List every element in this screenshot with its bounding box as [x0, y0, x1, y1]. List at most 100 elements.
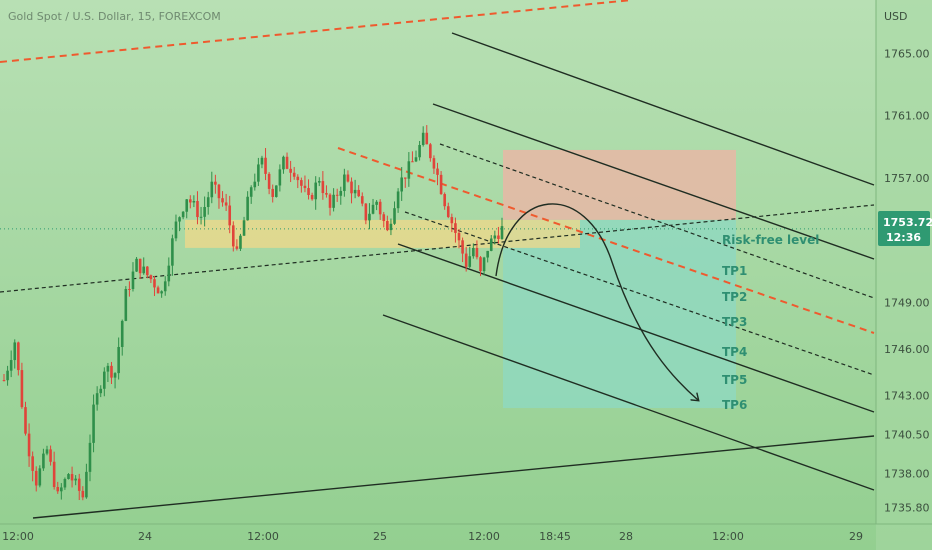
candle: [375, 200, 378, 211]
candle: [203, 196, 206, 227]
candle: [128, 281, 131, 297]
candle: [42, 448, 45, 471]
candle: [49, 445, 52, 466]
currency-label: USD: [884, 10, 908, 23]
candle: [414, 150, 418, 163]
y-tick-label: 1738.00: [884, 467, 930, 480]
candle: [307, 179, 310, 200]
tp2-label: TP2: [722, 290, 747, 304]
channel-median-orange: [337, 147, 875, 334]
candle: [303, 175, 307, 193]
candle: [63, 477, 67, 490]
candle: [38, 465, 42, 488]
candle: [314, 176, 317, 210]
candle: [497, 226, 500, 244]
candle: [120, 319, 124, 356]
candle: [124, 286, 128, 322]
channel-lower-dashed: [404, 211, 875, 376]
candle: [274, 185, 278, 198]
channel-lower-outer: [382, 314, 875, 491]
tp5-label: TP5: [722, 373, 747, 387]
price-tag-value: 1753.72: [883, 216, 932, 229]
x-axis-ticks: 12:00 24 12:00 25 12:00 18:45 28 12:00 29: [2, 530, 863, 543]
candle: [156, 285, 160, 294]
candle: [106, 362, 110, 383]
candle: [489, 235, 493, 252]
candle: [285, 152, 289, 170]
candle: [34, 466, 38, 492]
y-tick-label: 1757.00: [884, 172, 930, 185]
channel-lower: [397, 243, 875, 413]
candle: [142, 257, 146, 275]
candle: [27, 423, 31, 467]
price-tag-background: [878, 211, 930, 246]
candle: [45, 445, 49, 456]
candle: [181, 211, 185, 220]
candle: [482, 256, 486, 276]
price-tag-countdown: 12:36: [886, 231, 921, 244]
x-tick-label: 29: [849, 530, 863, 543]
x-tick-label: 12:00: [468, 530, 500, 543]
candle: [472, 243, 475, 259]
candle: [239, 233, 242, 251]
candle: [464, 246, 468, 272]
candle: [403, 177, 407, 188]
candle: [353, 179, 357, 199]
candle: [360, 192, 364, 207]
candle: [231, 221, 235, 252]
candle: [174, 214, 178, 242]
x-tick-label: 24: [138, 530, 152, 543]
candle: [224, 193, 228, 211]
candle: [371, 198, 375, 215]
candle: [378, 199, 382, 220]
candle: [217, 183, 221, 209]
candle: [131, 262, 135, 292]
current-price-tag[interactable]: 1753.72 12:36: [878, 211, 932, 246]
candle: [468, 246, 472, 269]
candle: [167, 257, 171, 287]
candle: [113, 372, 117, 389]
candle: [407, 152, 411, 187]
y-tick-label: 1761.00: [884, 110, 930, 123]
candle: [17, 341, 20, 376]
candle: [296, 174, 300, 189]
candle: [292, 166, 296, 180]
candle: [163, 276, 167, 296]
candle: [228, 195, 232, 234]
candle: [210, 171, 214, 204]
candle: [332, 188, 335, 212]
tp1-label: TP1: [722, 264, 747, 278]
candle: [411, 151, 414, 163]
candle: [421, 126, 425, 147]
candle: [81, 486, 85, 501]
candle: [185, 199, 189, 219]
candle: [70, 466, 74, 488]
candle: [88, 434, 92, 482]
candle: [446, 202, 450, 219]
candle: [192, 195, 196, 208]
candle: [77, 473, 81, 501]
candle: [343, 168, 346, 197]
candle: [146, 266, 149, 279]
candle: [461, 237, 464, 263]
stop-loss-zone: [503, 149, 736, 220]
candle: [85, 463, 88, 499]
candle: [429, 142, 432, 162]
dashed-resistance-line: [0, 0, 633, 63]
candle: [425, 125, 429, 145]
candle: [99, 385, 103, 398]
candle: [393, 201, 396, 225]
candle: [52, 451, 56, 490]
x-tick-label: 25: [373, 530, 387, 543]
candle: [500, 217, 504, 240]
channel-upper: [432, 103, 875, 260]
candle: [2, 373, 6, 382]
rising-support-line: [32, 435, 875, 519]
candle: [206, 191, 210, 215]
candle: [103, 367, 106, 397]
candle: [117, 337, 120, 380]
candle: [350, 177, 353, 204]
